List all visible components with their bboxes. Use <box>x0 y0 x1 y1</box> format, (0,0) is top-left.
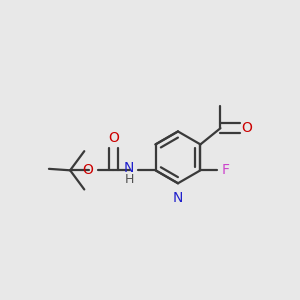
Text: O: O <box>108 131 119 145</box>
Text: O: O <box>82 163 93 177</box>
Text: N: N <box>124 161 134 175</box>
Text: O: O <box>242 121 253 135</box>
Text: N: N <box>173 190 183 205</box>
Text: H: H <box>125 173 134 186</box>
Text: F: F <box>221 163 229 177</box>
